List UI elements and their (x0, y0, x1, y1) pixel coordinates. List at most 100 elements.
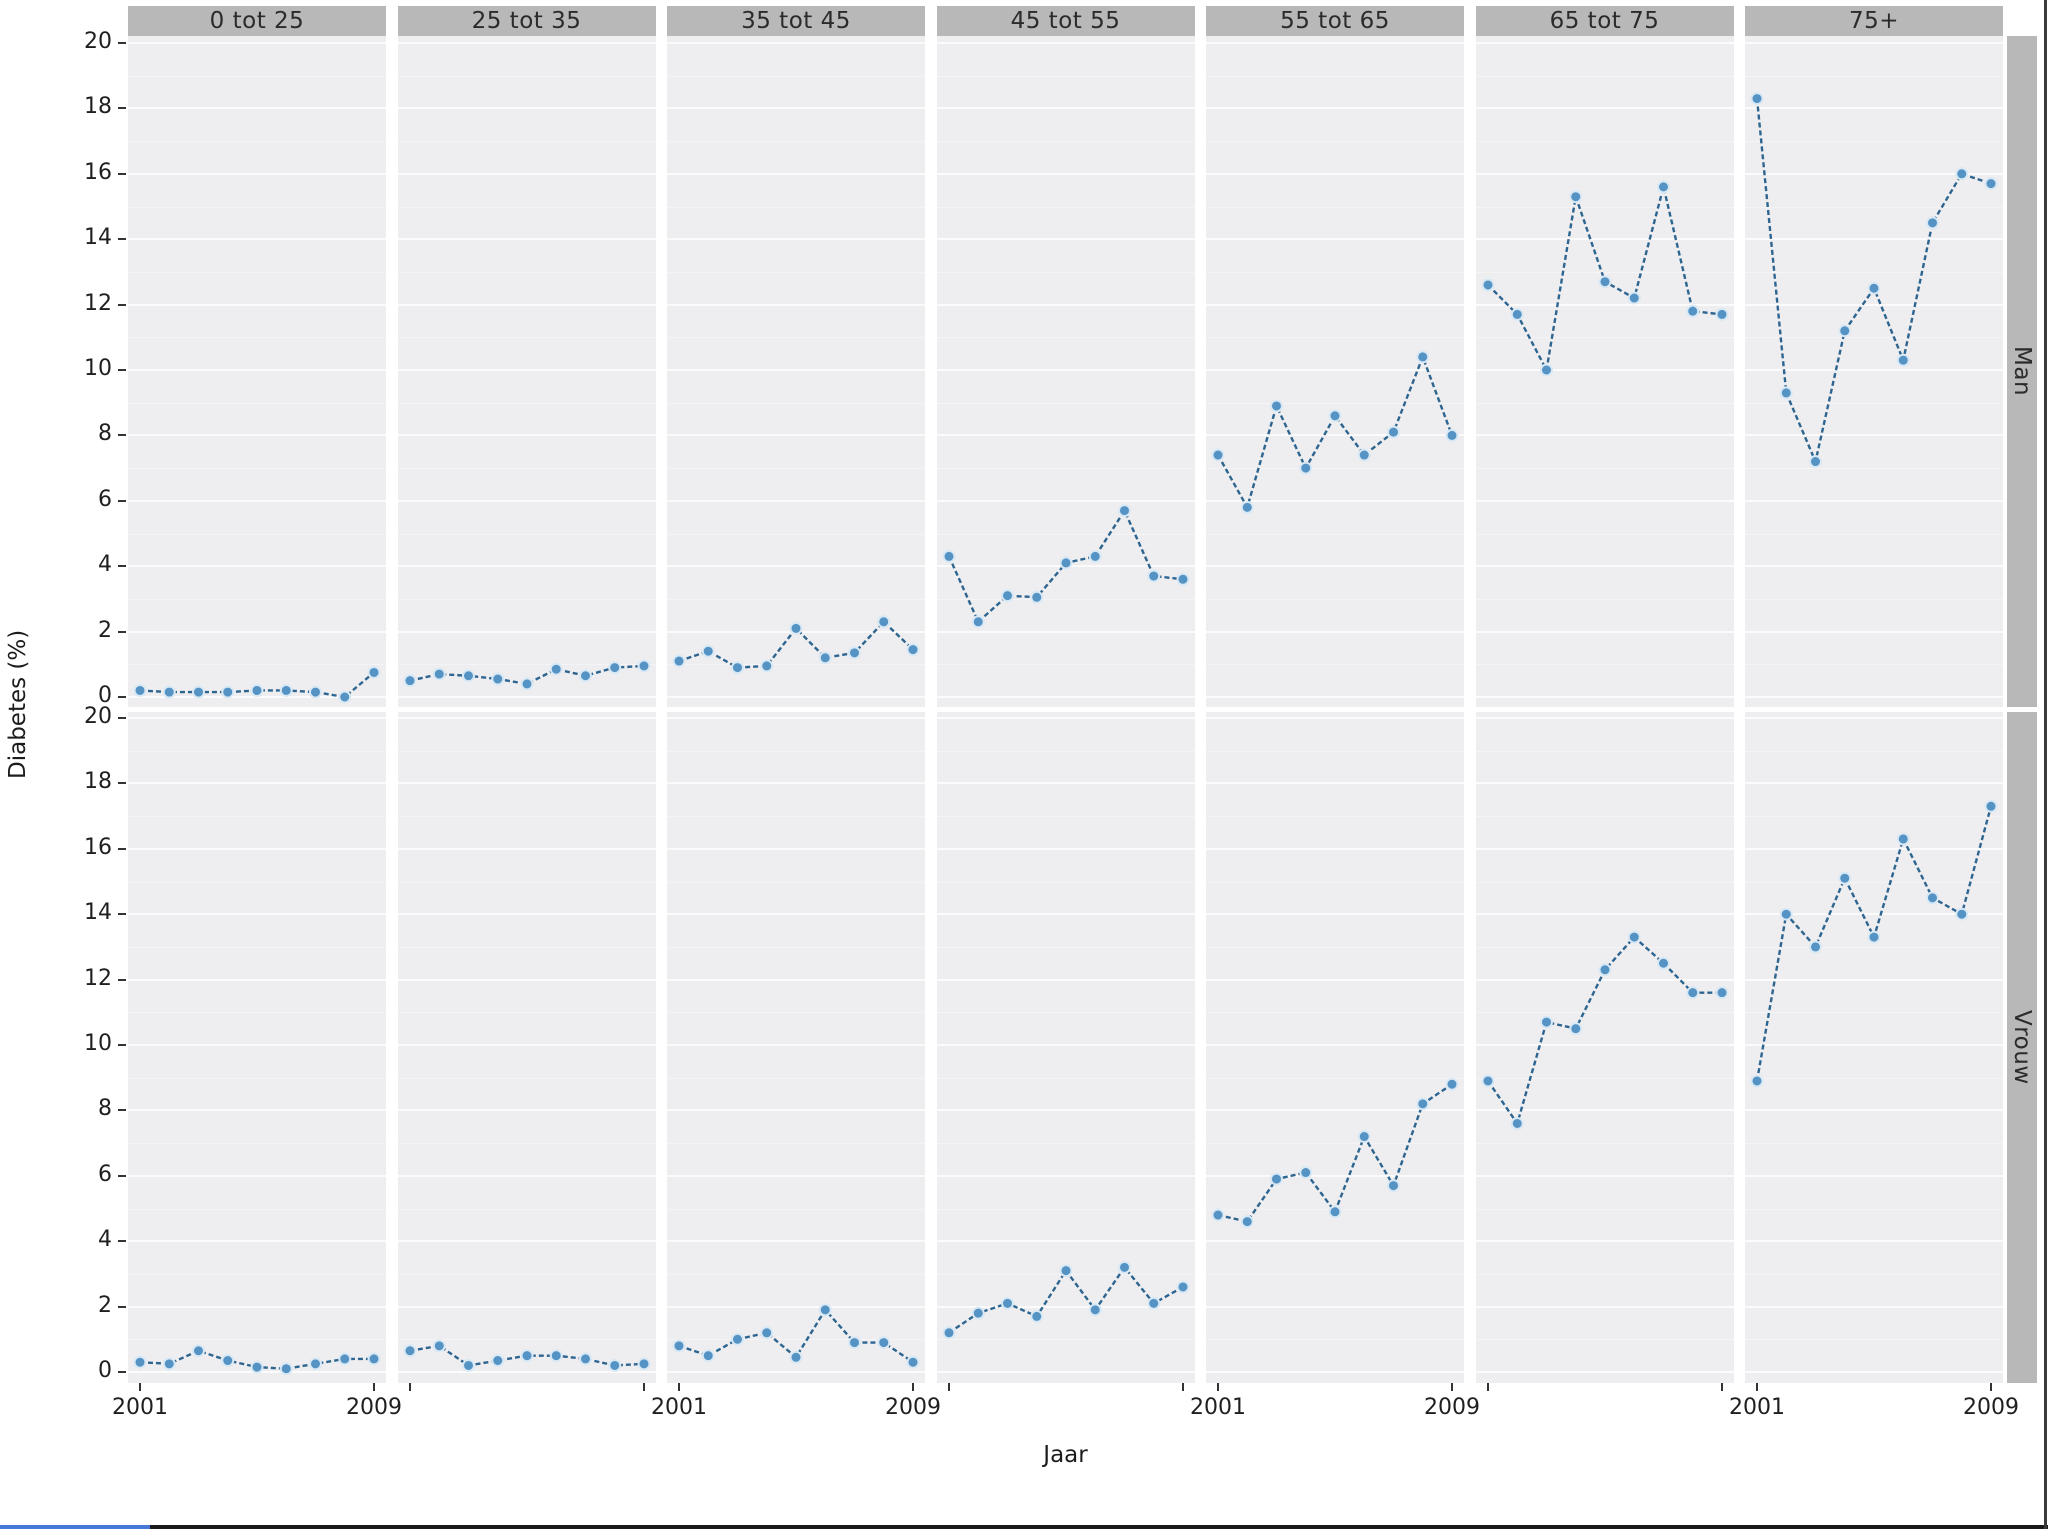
y-axis-tick-label: 0 (98, 683, 112, 708)
major-gridline (936, 1044, 1195, 1046)
major-gridline (1475, 1371, 1734, 1373)
y-axis-tick (118, 1109, 126, 1112)
major-gridline (1745, 1044, 2003, 1046)
series-plot (1211, 1077, 1459, 1229)
facet-panel-vrouw-1 (397, 712, 656, 1383)
data-point (1117, 504, 1131, 518)
major-gridline (1206, 1174, 1464, 1177)
data-point (549, 1349, 563, 1363)
data-point (1146, 1296, 1160, 1310)
data-point (848, 646, 861, 660)
series-plot (1481, 180, 1728, 377)
data-point (1656, 956, 1670, 970)
data-point (1445, 428, 1459, 442)
y-axis-tick (118, 913, 126, 916)
minor-gridline (1475, 881, 1734, 883)
y-axis-tick (118, 369, 126, 371)
facet-column-strip: 55 tot 65 (1206, 6, 1464, 36)
minor-gridline (667, 206, 925, 208)
y-axis-tick-label: 12 (84, 965, 112, 991)
x-axis-tick (1486, 1383, 1489, 1391)
major-gridline (1206, 696, 1464, 698)
x-axis-tick-label: 2001 (1729, 1395, 1785, 1420)
series-line (1216, 353, 1454, 511)
major-gridline (1745, 303, 2003, 306)
y-axis-tick (118, 565, 126, 568)
window-bottom-border (150, 1525, 2048, 1529)
major-gridline (128, 42, 386, 44)
data-point (971, 1306, 985, 1320)
y-axis-tick (118, 630, 126, 633)
series-line (139, 671, 375, 699)
data-point (461, 669, 475, 683)
minor-gridline (1475, 598, 1734, 600)
data-point (1715, 986, 1728, 1000)
minor-gridline (936, 468, 1195, 470)
minor-gridline (128, 271, 386, 273)
data-point (877, 1336, 891, 1350)
major-gridline (1745, 847, 2003, 850)
major-gridline (667, 369, 925, 371)
major-gridline (936, 499, 1195, 502)
major-gridline (128, 1240, 386, 1243)
data-point (1867, 281, 1881, 295)
facet-panel-vrouw-0 (128, 712, 386, 1383)
minor-gridline (936, 816, 1195, 818)
data-point (250, 1360, 264, 1374)
minor-gridline (936, 337, 1195, 339)
major-gridline (667, 499, 925, 502)
x-axis-tick-label: 2001 (112, 1395, 168, 1420)
y-axis-title: Diabetes (%) (5, 629, 31, 779)
major-gridline (128, 369, 386, 371)
minor-gridline (936, 1339, 1195, 1341)
minor-gridline (397, 206, 656, 208)
minor-gridline (397, 75, 656, 77)
major-gridline (936, 238, 1195, 241)
y-axis-tick-label: 14 (84, 900, 112, 926)
x-axis-tick (139, 1383, 141, 1391)
data-point (1088, 549, 1102, 563)
data-point (338, 690, 352, 704)
y-axis-tick-label: 18 (84, 769, 112, 795)
data-point (1984, 799, 1998, 813)
minor-gridline (936, 664, 1195, 666)
minor-gridline (1206, 533, 1464, 535)
major-gridline (1206, 978, 1464, 981)
major-gridline (397, 847, 656, 850)
major-gridline (1206, 42, 1464, 44)
y-axis-tick-label: 4 (98, 552, 112, 578)
major-gridline (1206, 1109, 1464, 1112)
major-gridline (667, 978, 925, 981)
data-point (1568, 190, 1582, 204)
data-point (1627, 930, 1641, 944)
major-gridline (1745, 434, 2003, 437)
y-axis-tick (118, 978, 126, 981)
data-point (1059, 1264, 1072, 1278)
series-line (409, 664, 644, 686)
major-gridline (667, 1174, 925, 1177)
minor-gridline (1206, 1077, 1464, 1079)
major-gridline (1206, 303, 1464, 306)
major-gridline (1745, 717, 2003, 719)
minor-gridline (667, 1273, 925, 1275)
minor-gridline (936, 141, 1195, 143)
minor-gridline (936, 881, 1195, 883)
minor-gridline (397, 468, 656, 470)
facet-panel-vrouw-4 (1206, 712, 1464, 1383)
minor-gridline (1206, 664, 1464, 666)
major-gridline (1475, 303, 1734, 306)
major-gridline (1745, 1240, 2003, 1243)
data-point (760, 659, 774, 673)
data-point (1867, 930, 1881, 944)
major-gridline (1206, 172, 1464, 175)
major-gridline (667, 565, 925, 568)
data-point (221, 1354, 235, 1368)
major-gridline (936, 42, 1195, 44)
minor-gridline (1206, 141, 1464, 143)
minor-gridline (1475, 271, 1734, 273)
minor-gridline (1206, 1339, 1464, 1341)
y-axis-tick (118, 434, 126, 437)
data-point (1896, 353, 1910, 367)
x-axis-tick-label: 2001 (1190, 1395, 1246, 1420)
major-gridline (1745, 696, 2003, 698)
